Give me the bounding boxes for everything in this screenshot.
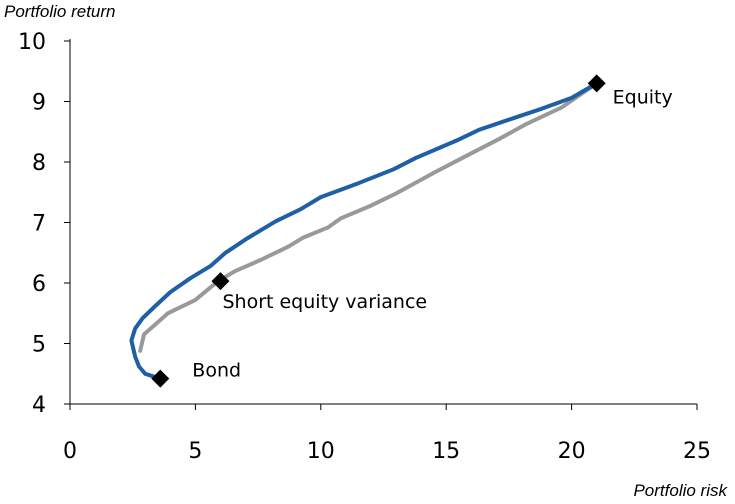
series-line: [138, 81, 599, 353]
y-tick-label: 8: [32, 151, 46, 176]
point-marker: [211, 272, 230, 291]
axes: [69, 39, 697, 405]
x-tick-label: 25: [683, 439, 711, 464]
point-label: Bond: [192, 360, 241, 382]
series-line: [129, 81, 599, 381]
y-tick-label: 7: [32, 212, 46, 237]
y-tick-label: 10: [18, 30, 46, 55]
y-tick-label: 5: [32, 333, 46, 358]
x-axis-title: Portfolio risk: [633, 481, 727, 500]
y-ticks: 4 5 6 7 8 9 10: [18, 30, 70, 418]
point-marker: [587, 74, 606, 93]
x-tick-label: 20: [558, 439, 586, 464]
y-tick-label: 6: [32, 272, 46, 297]
point-label: Equity: [613, 86, 673, 108]
x-ticks: 0 5 10 15 20 25: [63, 404, 711, 464]
y-tick-label: 9: [32, 91, 46, 116]
x-tick-label: 10: [307, 439, 335, 464]
x-tick-label: 5: [188, 439, 202, 464]
y-tick-label: 4: [32, 393, 46, 418]
y-axis-title: Portfolio return: [4, 2, 116, 21]
x-tick-label: 15: [432, 439, 460, 464]
series-lines: [129, 81, 599, 381]
point-label: Short equity variance: [222, 291, 427, 313]
point-markers: Equity Short equity variance Bond: [151, 74, 673, 388]
point-marker: [151, 369, 170, 388]
x-tick-label: 0: [63, 439, 77, 464]
